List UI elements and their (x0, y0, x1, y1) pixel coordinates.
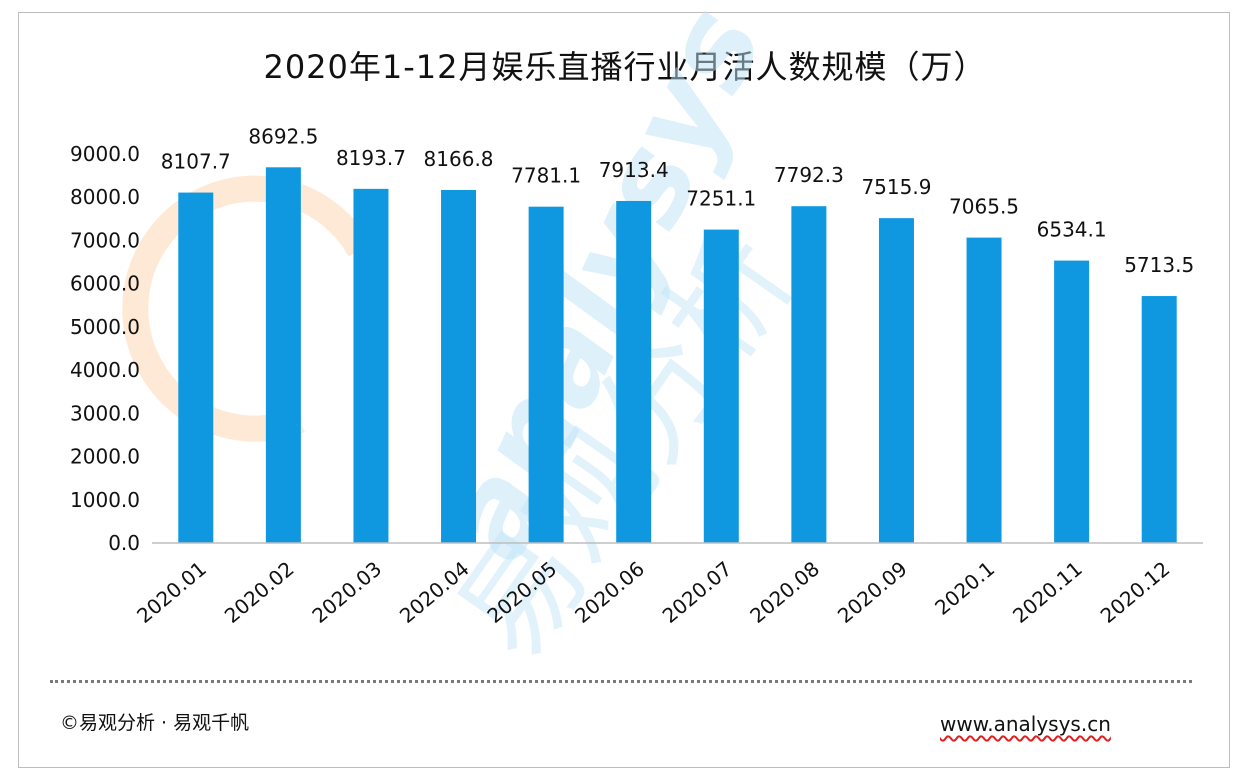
bar (1054, 260, 1090, 543)
footer-url[interactable]: www.analysys.cn (940, 712, 1111, 736)
value-label: 7515.9 (861, 175, 931, 199)
x-tick-label: 2020.12 (1096, 556, 1175, 628)
bar (616, 200, 652, 543)
y-tick-label: 5000.0 (70, 315, 140, 339)
y-tick-label: 8000.0 (70, 185, 140, 209)
chart-title: 2020年1-12月娱乐直播行业月活人数规模（万） (263, 48, 987, 86)
bar (703, 229, 739, 543)
x-tick-label: 2020.11 (1008, 556, 1087, 628)
y-tick-label: 4000.0 (70, 358, 140, 382)
x-tick-label: 2020.08 (745, 556, 824, 628)
y-axis: 0.0 1000.0 2000.0 3000.0 4000.0 5000.0 6000.0 7… (70, 142, 140, 555)
y-tick-label: 7000.0 (70, 228, 140, 252)
y-tick-label: 6000.0 (70, 272, 140, 296)
value-label: 7781.1 (511, 164, 581, 188)
value-label: 7792.3 (774, 163, 844, 187)
x-tick-label: 2020.03 (307, 556, 386, 628)
bar (265, 167, 301, 543)
watermark-logo-arc (122, 175, 372, 442)
y-tick-label: 0.0 (108, 531, 140, 555)
bar (528, 206, 564, 543)
y-tick-label: 1000.0 (70, 488, 140, 512)
value-label: 8193.7 (336, 146, 406, 170)
y-tick-label: 2000.0 (70, 445, 140, 469)
bar (1141, 296, 1177, 543)
value-label: 7065.5 (949, 195, 1019, 219)
value-labels: 8107.7 8692.5 8193.7 8166.8 7781.1 7913.4 7251… (161, 124, 1194, 277)
value-label: 8166.8 (424, 147, 494, 171)
x-tick-label: 2020.07 (658, 556, 737, 628)
y-tick-label: 9000.0 (70, 142, 140, 166)
value-label: 8107.7 (161, 150, 231, 174)
value-label: 7913.4 (599, 158, 669, 182)
footer-divider (50, 680, 1192, 683)
footer-copyright: ©易观分析 · 易观千帆 (60, 712, 250, 734)
x-axis: 2020.01 2020.02 2020.03 2020.04 2020.05 2020.… (132, 542, 1203, 628)
x-tick-label: 2020.1 (930, 556, 999, 619)
value-label: 6534.1 (1037, 218, 1107, 242)
value-label: 7251.1 (686, 187, 756, 211)
value-label: 8692.5 (248, 124, 318, 148)
bar (353, 188, 389, 543)
bar (966, 237, 1002, 543)
value-label: 5713.5 (1124, 253, 1194, 277)
x-tick-label: 2020.02 (220, 556, 299, 628)
bar (178, 192, 214, 543)
bar (441, 190, 477, 543)
x-tick-label: 2020.01 (132, 556, 211, 628)
bars (178, 167, 1177, 544)
bar (791, 206, 827, 544)
y-tick-label: 3000.0 (70, 401, 140, 425)
bar (878, 218, 914, 543)
footer-url-text[interactable]: www.analysys.cn (940, 712, 1111, 736)
x-tick-label: 2020.09 (833, 556, 912, 628)
